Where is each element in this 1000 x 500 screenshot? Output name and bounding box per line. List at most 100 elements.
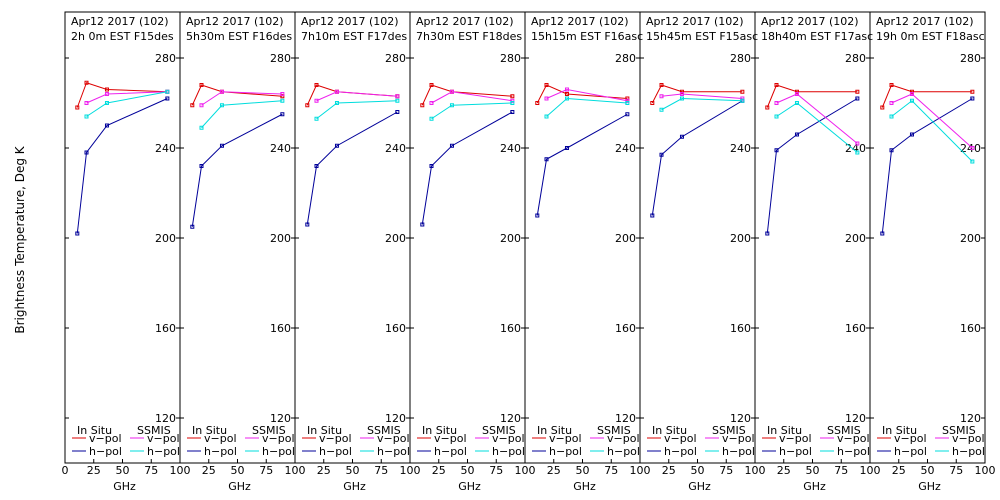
data-point-ssmis-v-pol: [889, 101, 894, 105]
legend-label-ssmis-h-pol: h−pol: [492, 445, 525, 458]
data-point-ssmis-h-pol: [84, 114, 89, 119]
data-point-in-situ-v-pol: [280, 94, 285, 99]
legend-label-in-situ-h-pol: h−pol: [434, 445, 467, 458]
data-point-in-situ-h-pol: [334, 143, 339, 148]
legend-label-ssmis-h-pol: h−pol: [147, 445, 180, 458]
legend-label-ssmis-v-pol: v−pol: [492, 432, 525, 445]
y-tick-label: 160: [845, 322, 866, 335]
data-point-ssmis-h-pol: [794, 101, 799, 105]
legend-label-ssmis-v-pol: v−pol: [722, 432, 755, 445]
series-line-ssmis-h-pol: [86, 91, 168, 117]
chart-panel-4: Apr12 2017 (102) 7h30m EST F18des 120 160 20…: [409, 11, 536, 493]
data-point-in-situ-h-pol: [420, 222, 425, 227]
data-point-in-situ-h-pol: [449, 143, 454, 148]
legend-label-in-situ-h-pol: h−pol: [664, 445, 697, 458]
data-point-ssmis-v-pol: [104, 92, 109, 96]
legend-heading-in-situ: In Situ: [307, 424, 342, 437]
series-line-ssmis-v-pol: [316, 91, 398, 102]
legend-label-in-situ-h-pol: h−pol: [894, 445, 927, 458]
x-tick-label: 75: [604, 464, 618, 477]
x-tick-label: 75: [719, 464, 733, 477]
data-point-ssmis-v-pol: [659, 94, 664, 99]
data-point-ssmis-h-pol: [855, 150, 860, 155]
y-tick-label: 240: [730, 142, 751, 155]
series-line-in-situ-h-pol: [766, 98, 858, 234]
data-point-ssmis-h-pol: [395, 98, 400, 103]
x-tick-label: 25: [892, 464, 906, 477]
data-point-in-situ-h-pol: [765, 231, 770, 236]
data-point-ssmis-h-pol: [659, 107, 664, 112]
data-point-in-situ-h-pol: [625, 112, 630, 117]
data-point-ssmis-h-pol: [165, 89, 170, 94]
y-tick-label: 160: [500, 322, 521, 335]
data-point-in-situ-h-pol: [104, 123, 109, 128]
x-tick-label: 0: [62, 464, 69, 477]
x-axis-label: GHz: [573, 480, 596, 493]
data-point-ssmis-v-pol: [625, 98, 630, 103]
data-point-ssmis-h-pol: [625, 101, 630, 105]
series-line-in-situ-v-pol: [76, 82, 168, 108]
legend-heading-ssmis: SSMIS: [137, 424, 171, 437]
data-point-ssmis-h-pol: [219, 103, 224, 108]
data-point-in-situ-v-pol: [765, 105, 770, 110]
y-tick-label: 240: [615, 142, 636, 155]
x-tick-label: 25: [662, 464, 676, 477]
x-tick-label: 75: [949, 464, 963, 477]
data-point-in-situ-v-pol: [199, 83, 204, 87]
legend-label-ssmis-h-pol: h−pol: [262, 445, 295, 458]
x-tick-label: 50: [346, 464, 360, 477]
data-point-ssmis-v-pol: [314, 98, 319, 103]
chart-panel-7: Apr12 2017 (102) 18h40m EST F17asc 120 160 2…: [754, 11, 881, 493]
x-tick-label: 100: [400, 464, 421, 477]
panel-title: Apr12 2017 (102): [531, 15, 629, 28]
legend-heading-ssmis: SSMIS: [597, 424, 631, 437]
y-tick-label: 200: [500, 232, 521, 245]
y-tick-label: 280: [155, 52, 176, 65]
panel-subtitle: 19h 0m EST F18asc: [876, 30, 985, 43]
legend-label-in-situ-v-pol: v−pol: [319, 432, 352, 445]
data-point-in-situ-h-pol: [535, 213, 540, 218]
x-tick-label: 25: [432, 464, 446, 477]
legend-label-in-situ-h-pol: h−pol: [89, 445, 122, 458]
data-point-in-situ-v-pol: [659, 83, 664, 87]
y-tick-label: 120: [270, 412, 291, 425]
data-point-in-situ-v-pol: [510, 94, 515, 99]
series-line-ssmis-v-pol: [661, 93, 743, 99]
y-tick-label: 160: [615, 322, 636, 335]
series-line-in-situ-h-pol: [306, 111, 398, 225]
y-tick-label: 280: [960, 52, 981, 65]
y-tick-label: 240: [500, 142, 521, 155]
legend-label-ssmis-h-pol: h−pol: [837, 445, 870, 458]
legend-label-in-situ-h-pol: h−pol: [204, 445, 237, 458]
panel-subtitle: 15h15m EST F16asc: [531, 30, 643, 43]
legend-heading-in-situ: In Situ: [652, 424, 687, 437]
data-point-in-situ-h-pol: [889, 148, 894, 153]
legend-heading-ssmis: SSMIS: [367, 424, 401, 437]
data-point-in-situ-h-pol: [199, 164, 204, 168]
legend-label-ssmis-v-pol: v−pol: [262, 432, 295, 445]
data-point-in-situ-v-pol: [880, 105, 885, 110]
y-tick-label: 200: [730, 232, 751, 245]
data-point-in-situ-v-pol: [544, 83, 549, 87]
data-point-ssmis-v-pol: [544, 96, 549, 101]
x-tick-label: 50: [461, 464, 475, 477]
x-tick-label: 75: [259, 464, 273, 477]
legend-label-in-situ-h-pol: h−pol: [319, 445, 352, 458]
data-point-in-situ-h-pol: [544, 157, 549, 162]
x-tick-label: 100: [630, 464, 651, 477]
data-point-in-situ-v-pol: [970, 89, 975, 94]
series-line-ssmis-v-pol: [776, 93, 858, 144]
data-point-in-situ-h-pol: [659, 152, 664, 157]
x-tick-label: 50: [116, 464, 130, 477]
legend-label-in-situ-v-pol: v−pol: [549, 432, 582, 445]
data-point-in-situ-h-pol: [429, 164, 434, 168]
data-point-ssmis-h-pol: [740, 98, 745, 103]
data-point-ssmis-h-pol: [970, 159, 975, 164]
data-point-ssmis-v-pol: [280, 92, 285, 96]
data-point-in-situ-v-pol: [909, 89, 914, 94]
chart-panel-8: Apr12 2017 (102) 19h 0m EST F18asc 120 160 2…: [869, 11, 996, 493]
chart-panel-2: Apr12 2017 (102) 5h30m EST F16des 120 160 20…: [179, 11, 306, 493]
